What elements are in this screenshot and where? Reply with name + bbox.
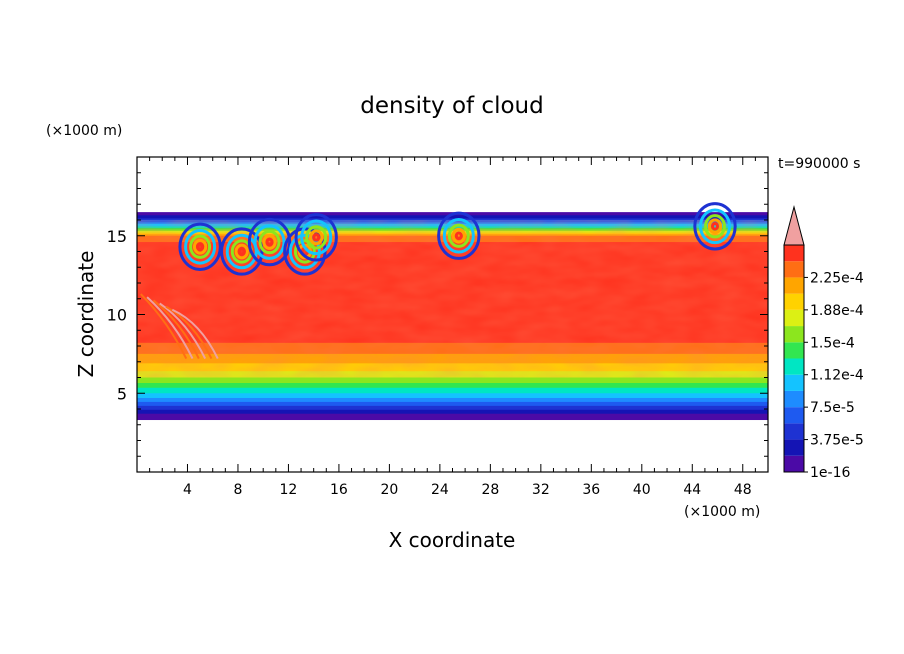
chart-title: density of cloud: [360, 93, 543, 119]
colorbar-swatch: [784, 358, 804, 375]
colorbar-swatch: [784, 439, 804, 456]
x-tick-label: 8: [233, 482, 242, 498]
eddy-ring: [178, 222, 222, 271]
colorbar-label: 2.25e-4: [810, 270, 864, 286]
eddy-ring: [437, 211, 481, 260]
colorbar-swatch: [784, 374, 804, 391]
y-tick-label: 10: [107, 306, 127, 325]
wave-streak: [165, 305, 213, 360]
colorbar-label: 1.12e-4: [810, 368, 864, 384]
colorbar-swatch: [784, 277, 804, 294]
x-axis-ticks: 4 8 12 16 20 24 28 32 36 40 44 48: [149, 157, 756, 498]
y-axis-unit: (×1000 m): [46, 123, 122, 139]
eddy-ring: [294, 213, 338, 262]
eddy-ring: [189, 234, 212, 259]
eddy-ring: [184, 228, 217, 265]
eddy-ring: [305, 225, 328, 250]
eddy-ring: [707, 218, 723, 235]
y-axis-label: Z coordinate: [74, 251, 98, 378]
colorbar-label: 7.5e-5: [810, 400, 855, 416]
x-tick-label: 12: [280, 482, 298, 498]
colorbar-label: 1.5e-4: [810, 335, 855, 351]
eddy-ring: [253, 224, 286, 260]
eddy-ring: [258, 229, 281, 255]
x-tick-label: 36: [582, 482, 600, 498]
eddy-ring: [693, 202, 737, 251]
colorbar-label: 1.88e-4: [810, 303, 864, 319]
wave-streak: [152, 299, 200, 360]
wave-streak: [140, 293, 188, 360]
colorbar-swatch: [784, 245, 804, 262]
colorbar-swatch: [784, 261, 804, 278]
eddy-ring: [442, 217, 475, 254]
x-axis-label: X coordinate: [389, 528, 516, 552]
eddy-ring: [704, 214, 726, 239]
eddy-ring: [300, 219, 333, 256]
wave-streak: [146, 296, 194, 360]
eddy-ring: [710, 221, 720, 231]
wave-streak: [171, 308, 219, 360]
eddy-ring: [196, 242, 205, 252]
eddy-ring: [454, 231, 463, 241]
colorbar-swatch: [784, 309, 804, 327]
time-label: t=990000 s: [778, 156, 860, 172]
x-tick-label: 48: [734, 482, 752, 498]
colorbar-swatch: [784, 390, 804, 408]
eddy-ring: [237, 247, 246, 256]
y-tick-label: 15: [107, 227, 127, 246]
x-tick-label: 24: [431, 482, 449, 498]
colorbar-label: 1e-16: [810, 465, 850, 481]
colorbar-extend-arrow: [783, 205, 805, 246]
x-axis-unit: (×1000 m): [684, 504, 760, 520]
x-tick-label: 4: [183, 482, 192, 498]
eddy-ring: [192, 238, 208, 255]
x-tick-label: 16: [330, 482, 348, 498]
x-tick-label: 40: [633, 482, 651, 498]
x-tick-label: 20: [380, 482, 398, 498]
eddy-ring: [220, 227, 264, 276]
colorbar-swatch: [784, 326, 804, 343]
x-tick-label: 32: [532, 482, 550, 498]
y-axis-ticks: 5 10 15: [107, 172, 768, 457]
colorbar-swatch: [784, 423, 804, 440]
colorbar-swatch: [784, 293, 804, 310]
colorbar-swatch: [784, 407, 804, 424]
x-tick-label: 28: [481, 482, 499, 498]
colorbar-swatch: [784, 455, 804, 472]
eddy-ring: [312, 232, 321, 242]
eddy-ring: [309, 229, 324, 246]
eddy-ring: [247, 217, 292, 267]
wave-streak: [159, 302, 207, 360]
eddy-ring: [447, 223, 470, 248]
colorbar-swatch: [784, 342, 804, 359]
colorbar: 1e-16 3.75e-5 7.5e-5 1.12e-4 1.5e-4 1.88e-4 2.…: [783, 205, 864, 481]
density-field: [137, 202, 768, 421]
colorbar-label: 3.75e-5: [810, 433, 864, 449]
eddy-ring: [293, 239, 316, 264]
eddy-ring: [698, 208, 732, 245]
eddy-ring: [262, 234, 277, 250]
eddy-ring: [234, 243, 249, 260]
eddy-ring: [265, 237, 274, 247]
y-tick-label: 5: [117, 384, 127, 403]
eddy-ring: [451, 227, 466, 244]
eddy-ring: [288, 233, 321, 270]
x-tick-label: 44: [683, 482, 701, 498]
